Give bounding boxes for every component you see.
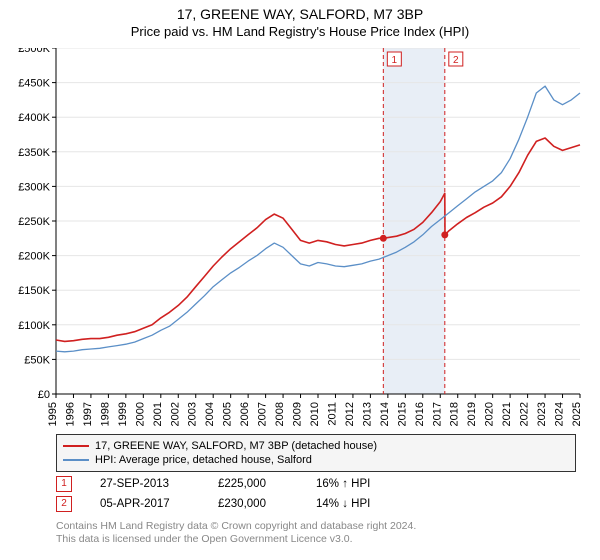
svg-text:1998: 1998 bbox=[99, 402, 111, 426]
footer: Contains HM Land Registry data © Crown c… bbox=[56, 520, 416, 546]
svg-text:1: 1 bbox=[392, 55, 398, 66]
svg-text:2019: 2019 bbox=[466, 402, 478, 426]
legend-label-price-paid: 17, GREENE WAY, SALFORD, M7 3BP (detache… bbox=[95, 439, 377, 453]
svg-text:2022: 2022 bbox=[519, 402, 531, 426]
svg-text:£150K: £150K bbox=[18, 285, 50, 297]
page: 17, GREENE WAY, SALFORD, M7 3BP Price pa… bbox=[0, 0, 600, 560]
chart-subtitle: Price paid vs. HM Land Registry's House … bbox=[0, 22, 600, 39]
svg-text:2016: 2016 bbox=[414, 402, 426, 426]
svg-text:£350K: £350K bbox=[18, 147, 50, 159]
svg-text:£100K: £100K bbox=[18, 320, 50, 332]
sale-row-1: 1 27-SEP-2013 £225,000 16% ↑ HPI bbox=[56, 474, 396, 494]
svg-text:2002: 2002 bbox=[169, 402, 181, 426]
svg-text:2025: 2025 bbox=[571, 402, 583, 426]
legend-label-hpi: HPI: Average price, detached house, Salf… bbox=[95, 453, 312, 467]
svg-text:2015: 2015 bbox=[396, 402, 408, 426]
sales-table: 1 27-SEP-2013 £225,000 16% ↑ HPI 2 05-AP… bbox=[56, 474, 396, 514]
svg-text:£200K: £200K bbox=[18, 251, 50, 263]
svg-text:2007: 2007 bbox=[257, 402, 269, 426]
svg-text:2017: 2017 bbox=[431, 402, 443, 426]
legend-swatch-hpi bbox=[63, 459, 89, 461]
svg-text:£0: £0 bbox=[38, 389, 50, 401]
sale-marker-1: 1 bbox=[56, 476, 72, 492]
svg-text:1996: 1996 bbox=[64, 402, 76, 426]
svg-text:2009: 2009 bbox=[292, 402, 304, 426]
svg-text:2011: 2011 bbox=[326, 402, 338, 426]
svg-text:£250K: £250K bbox=[18, 216, 50, 228]
svg-text:£300K: £300K bbox=[18, 181, 50, 193]
svg-text:£50K: £50K bbox=[24, 354, 50, 366]
svg-text:2024: 2024 bbox=[554, 402, 566, 426]
svg-text:2012: 2012 bbox=[344, 402, 356, 426]
chart-title: 17, GREENE WAY, SALFORD, M7 3BP bbox=[0, 0, 600, 22]
footer-line-1: Contains HM Land Registry data © Crown c… bbox=[56, 520, 416, 533]
svg-text:2006: 2006 bbox=[239, 402, 251, 426]
legend-row-hpi: HPI: Average price, detached house, Salf… bbox=[63, 453, 569, 467]
price-chart: £0 £50K £100K £150K £200K £250K £300K £350K £400… bbox=[10, 48, 590, 428]
svg-text:2: 2 bbox=[453, 55, 459, 66]
footer-line-2: This data is licensed under the Open Gov… bbox=[56, 533, 416, 546]
svg-text:2005: 2005 bbox=[222, 402, 234, 426]
svg-text:2001: 2001 bbox=[152, 402, 164, 426]
sale-2-date: 05-APR-2017 bbox=[100, 494, 190, 514]
svg-text:£400K: £400K bbox=[18, 112, 50, 124]
svg-text:2013: 2013 bbox=[361, 402, 373, 426]
sale-row-2: 2 05-APR-2017 £230,000 14% ↓ HPI bbox=[56, 494, 396, 514]
svg-text:1997: 1997 bbox=[82, 402, 94, 426]
svg-text:2000: 2000 bbox=[134, 402, 146, 426]
legend-swatch-price-paid bbox=[63, 445, 89, 447]
sale-1-date: 27-SEP-2013 bbox=[100, 474, 190, 494]
sale-2-delta: 14% ↓ HPI bbox=[316, 494, 396, 514]
svg-text:2010: 2010 bbox=[309, 402, 321, 426]
sale-1-price: £225,000 bbox=[218, 474, 288, 494]
svg-text:2020: 2020 bbox=[484, 402, 496, 426]
sale-2-price: £230,000 bbox=[218, 494, 288, 514]
svg-text:£450K: £450K bbox=[18, 78, 50, 90]
svg-text:2018: 2018 bbox=[449, 402, 461, 426]
svg-text:2004: 2004 bbox=[204, 402, 216, 426]
legend: 17, GREENE WAY, SALFORD, M7 3BP (detache… bbox=[56, 434, 576, 472]
svg-text:1999: 1999 bbox=[117, 402, 129, 426]
svg-text:2021: 2021 bbox=[501, 402, 513, 426]
svg-text:2014: 2014 bbox=[379, 402, 391, 426]
svg-text:1995: 1995 bbox=[47, 402, 59, 426]
sale-1-delta: 16% ↑ HPI bbox=[316, 474, 396, 494]
sale-marker-2: 2 bbox=[56, 496, 72, 512]
svg-text:£500K: £500K bbox=[18, 48, 50, 55]
svg-text:2023: 2023 bbox=[536, 402, 548, 426]
chart-area: £0 £50K £100K £150K £200K £250K £300K £350K £400… bbox=[10, 48, 590, 428]
svg-text:2008: 2008 bbox=[274, 402, 286, 426]
legend-row-price-paid: 17, GREENE WAY, SALFORD, M7 3BP (detache… bbox=[63, 439, 569, 453]
svg-text:2003: 2003 bbox=[187, 402, 199, 426]
